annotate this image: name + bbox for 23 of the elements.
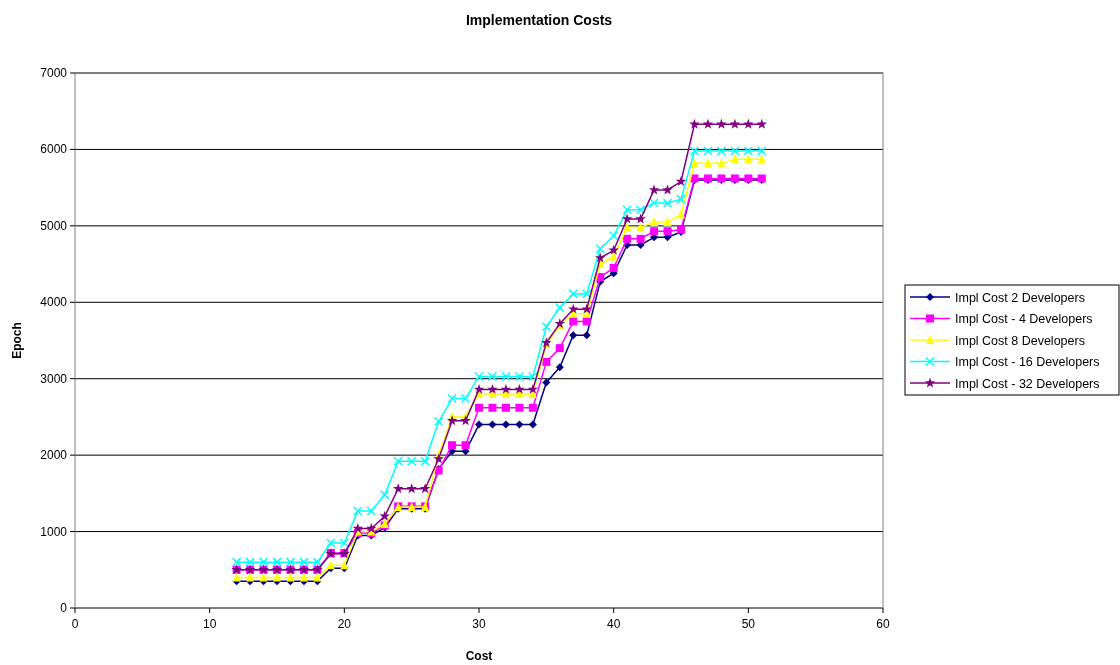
y-tick-label: 2000 (40, 448, 68, 463)
x-tick-label: 20 (337, 617, 352, 631)
legend-label: Impl Cost 2 Developers (955, 290, 1085, 305)
chart-title: Implementation Costs (465, 12, 613, 28)
legend-label: Impl Cost - 32 Developers (955, 376, 1100, 391)
legend-label: Impl Cost - 16 Developers (955, 355, 1100, 369)
y-tick-label: 1000 (40, 524, 68, 539)
legend-label: Impl Cost - 4 Developers (955, 312, 1093, 326)
x-tick-label: 0 (71, 617, 79, 631)
y-tick-label: 7000 (40, 66, 68, 80)
y-axis-title: Epoch (10, 322, 24, 359)
x-tick-label: 30 (472, 617, 486, 631)
x-axis-title: Cost (465, 649, 493, 663)
y-tick-label: 0 (60, 601, 68, 615)
x-tick-label: 10 (202, 617, 217, 631)
y-tick-label: 6000 (40, 142, 68, 157)
y-tick-label: 3000 (40, 371, 68, 386)
x-tick-label: 50 (741, 617, 756, 631)
y-tick-label: 4000 (40, 295, 68, 310)
legend-label: Impl Cost 8 Developers (955, 333, 1085, 348)
x-tick-label: 40 (606, 617, 621, 631)
y-tick-label: 5000 (40, 218, 68, 233)
x-tick-label: 60 (876, 617, 890, 631)
